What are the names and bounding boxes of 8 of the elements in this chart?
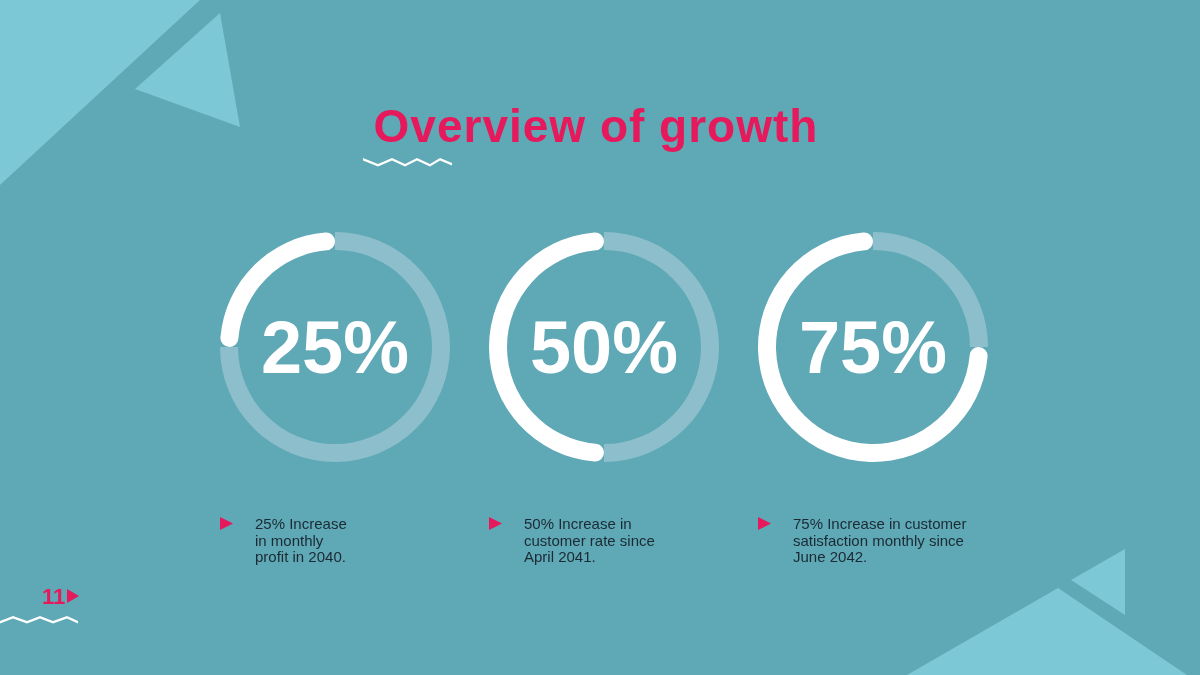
- text: 75%: [798, 305, 948, 389]
- text: 25%: [260, 305, 410, 389]
- text: Overview of growth: [372, 100, 820, 152]
- text: 50% Increase in customer rate since April 2041.: [524, 515, 656, 566]
- text: 75% Increase in customer satisfaction monthly since June 2042.: [793, 515, 968, 566]
- text: 25% Increase in monthly profit in 2040.: [255, 515, 348, 566]
- text: 50%: [529, 305, 679, 389]
- text: 11: [42, 584, 66, 609]
